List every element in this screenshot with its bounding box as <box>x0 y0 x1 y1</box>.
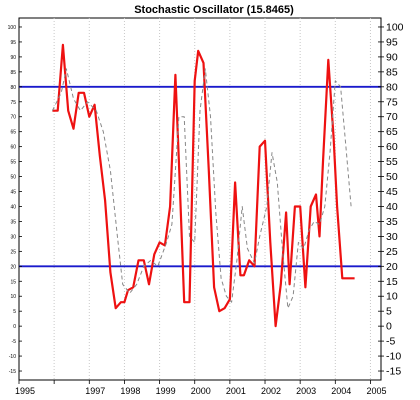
chart-title: Stochastic Oscillator (15.8465) <box>134 4 294 16</box>
right-y-tick-label: 15 <box>386 276 398 288</box>
left-y-tick-label: 15 <box>10 279 16 285</box>
left-y-tick-label: 70 <box>10 115 16 121</box>
oscillator-line <box>52 43 355 328</box>
right-y-tick-label: 40 <box>386 201 398 213</box>
right-y-tick-label: 70 <box>386 111 398 123</box>
left-y-axis-ticks: -15 -10 -5 0 5 10 15 20 25 30 35 40 45 50 55 60 65 70 75 80… <box>8 25 22 375</box>
right-y-tick-label: 85 <box>386 66 398 78</box>
right-y-tick-label: -10 <box>386 351 401 363</box>
left-y-tick-label: 95 <box>10 40 16 46</box>
vertical-gridlines <box>53 18 371 380</box>
left-y-tick-label: 25 <box>10 249 16 255</box>
left-y-tick-label: 75 <box>10 100 16 106</box>
reference-lines <box>19 85 381 268</box>
right-y-tick-label: 60 <box>386 141 398 153</box>
left-y-tick-label: 45 <box>10 190 16 196</box>
x-tick-label: 1998 <box>120 386 140 396</box>
left-y-tick-label: -5 <box>12 339 17 345</box>
left-y-tick-label: 60 <box>10 145 16 151</box>
x-tick-label: 2002 <box>261 386 281 396</box>
right-y-tick-label: 75 <box>386 96 398 108</box>
right-y-tick-label: 35 <box>386 216 398 228</box>
x-tick-label: 2003 <box>296 386 316 396</box>
left-y-tick-label: 50 <box>10 175 16 181</box>
left-y-tick-label: 0 <box>13 324 16 330</box>
right-y-tick-label: 45 <box>386 186 398 198</box>
left-y-tick-label: 40 <box>10 204 16 210</box>
right-y-tick-label: 5 <box>386 306 392 318</box>
signal-line <box>51 68 352 309</box>
x-tick-label: 2001 <box>226 386 246 396</box>
x-axis-ticks: 1995 1997 1998 1999 2000 2001 2002 2003 2004 2005 <box>15 380 386 396</box>
right-y-tick-label: 10 <box>386 291 398 303</box>
right-y-tick-label: 80 <box>386 81 398 93</box>
x-tick-label: 1999 <box>156 386 176 396</box>
right-y-tick-label: 20 <box>386 261 398 273</box>
left-y-tick-label: 85 <box>10 70 16 76</box>
left-y-tick-label: 5 <box>13 309 16 315</box>
right-y-tick-label: -5 <box>386 336 395 348</box>
x-tick-label: 2004 <box>331 386 351 396</box>
right-y-tick-label: -15 <box>386 366 401 378</box>
series-lines <box>51 43 355 328</box>
right-y-tick-label: 30 <box>386 231 398 243</box>
left-y-tick-label: 30 <box>10 234 16 240</box>
right-y-tick-label: 95 <box>386 36 398 48</box>
left-y-tick-label: -15 <box>9 369 16 375</box>
x-tick-label: 1995 <box>15 386 35 396</box>
right-y-tick-label: 25 <box>386 246 398 258</box>
right-y-tick-label: 100 <box>386 21 404 33</box>
left-y-tick-label: 20 <box>10 264 16 270</box>
right-y-tick-label: 0 <box>386 321 392 333</box>
left-y-tick-label: 35 <box>10 219 16 225</box>
x-tick-label: 2000 <box>191 386 211 396</box>
right-y-tick-label: 50 <box>386 171 398 183</box>
right-y-tick-label: 55 <box>386 156 398 168</box>
x-tick-label: 1997 <box>85 386 105 396</box>
left-y-tick-label: 10 <box>10 294 16 300</box>
right-y-axis-ticks: -15 -10 -5 0 5 10 15 20 25 30 35 40 45 50 55 60 65 70 75 80… <box>378 21 404 378</box>
right-y-tick-label: 90 <box>386 51 398 63</box>
left-y-tick-label: 65 <box>10 130 16 136</box>
x-tick-label: 2005 <box>366 386 386 396</box>
left-y-tick-label: 90 <box>10 55 16 61</box>
left-y-tick-label: 100 <box>8 25 17 31</box>
left-y-tick-label: 55 <box>10 160 16 166</box>
left-y-tick-label: -10 <box>9 354 16 360</box>
left-y-tick-label: 80 <box>10 85 16 91</box>
right-y-tick-label: 65 <box>386 126 398 138</box>
